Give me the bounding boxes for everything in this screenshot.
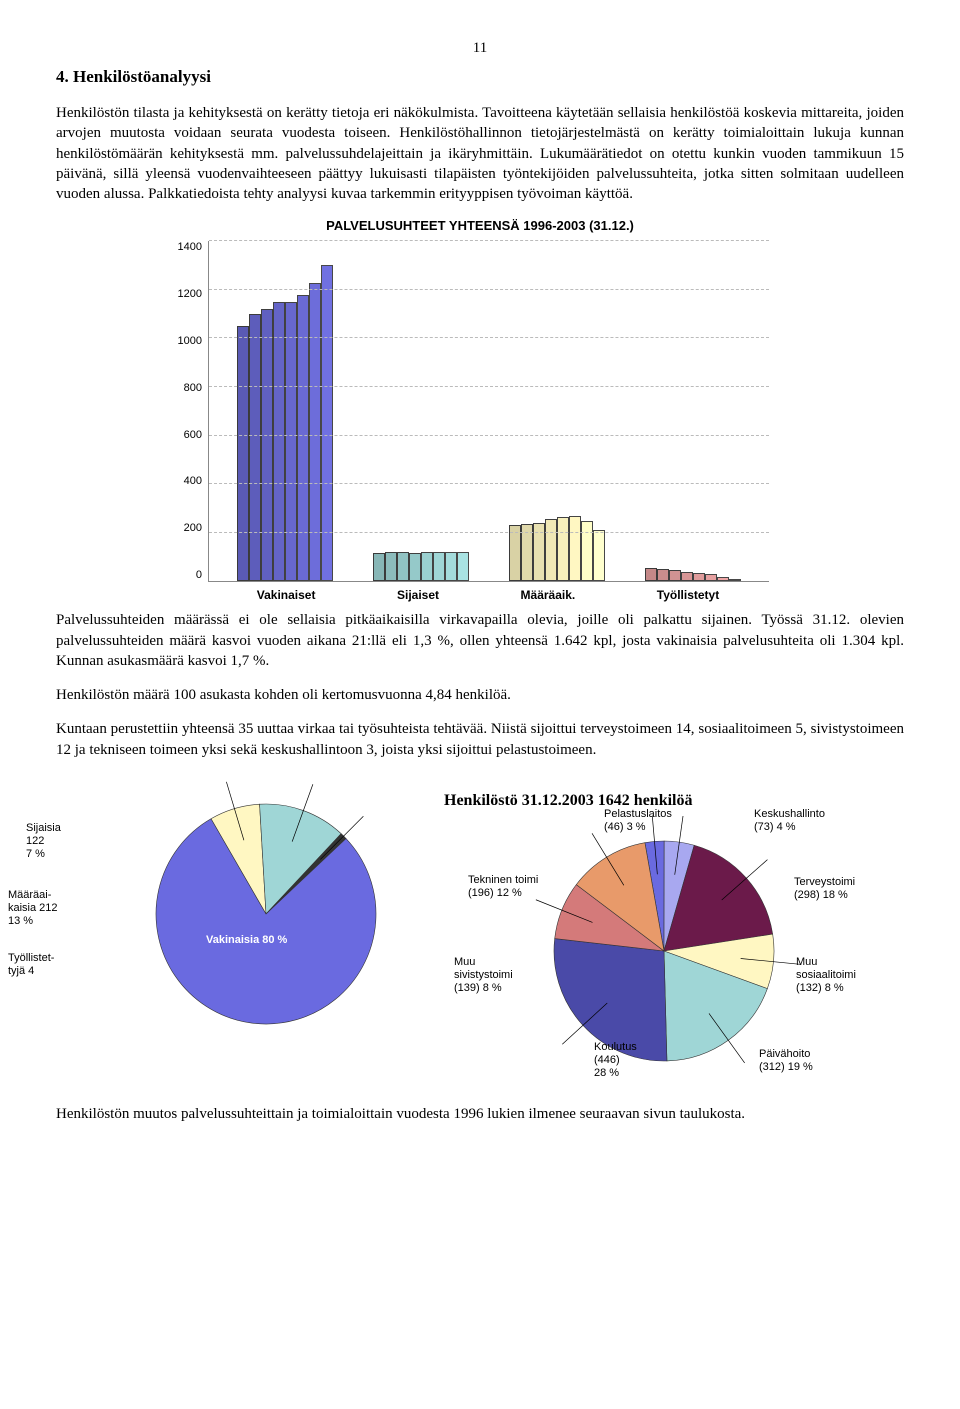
grid-line [209, 435, 769, 436]
bar-group [645, 568, 741, 581]
y-tick-label: 800 [166, 382, 202, 394]
paragraph-2: Palvelussuhteiden määrässä ei ole sellai… [56, 610, 904, 671]
pie-slice-label: Koulutus (446) 28 % [594, 1041, 637, 1081]
grid-line [209, 240, 769, 241]
bar [457, 552, 469, 582]
paragraph-1: Henkilöstön tilasta ja kehityksestä on k… [56, 103, 904, 204]
bar [273, 302, 285, 581]
pie-slice-label: Työllistet- tyjä 4 [8, 952, 54, 978]
bar [693, 573, 705, 582]
bar [237, 326, 249, 581]
plot-area [208, 241, 769, 582]
paragraph-4: Kuntaan perustettiin yhteensä 35 uuttaa … [56, 719, 904, 760]
section-heading: 4. Henkilöstöanalyysi [56, 67, 904, 87]
pie-slice-label: Muu sivistystoimi (139) 8 % [454, 956, 513, 996]
bar [569, 516, 581, 582]
pie-slice-label: Sijaisia 122 7 % [26, 822, 61, 862]
x-axis-label: Vakinaiset [257, 588, 316, 602]
bar [385, 552, 397, 581]
y-tick-label: 1400 [166, 241, 202, 253]
pie-slice-label: Päivähoito (312) 19 % [759, 1048, 813, 1074]
bar-group [237, 265, 333, 582]
bar [717, 577, 729, 581]
bar-groups [209, 241, 769, 581]
bar-chart: 0 200 400 600 800 1000 1200 1400 Vakinaiset Sija… [166, 241, 806, 602]
pie-svg [444, 816, 904, 1086]
x-axis-label: Työllistetyt [657, 588, 719, 602]
bar [705, 574, 717, 581]
y-tick-label: 1000 [166, 335, 202, 347]
bar [249, 314, 261, 581]
bar [409, 553, 421, 582]
pie-slice-label: Terveystoimi (298) 18 % [794, 876, 855, 902]
bar [557, 517, 569, 581]
bar [645, 568, 657, 581]
bar [373, 553, 385, 581]
pie-charts-row: Sijaisia 122 7 %Määräai- kaisia 212 13 %… [56, 774, 904, 1086]
grid-line [209, 483, 769, 484]
grid-line [209, 532, 769, 533]
bar [421, 552, 433, 581]
pie-slice-label: Vakinaisia 80 % [206, 934, 287, 947]
pie-slice-label: Määräai- kaisia 212 13 % [8, 889, 58, 929]
pie2-title: Henkilöstö 31.12.2003 1642 henkilöä [444, 792, 904, 810]
bar [521, 524, 533, 581]
y-axis: 0 200 400 600 800 1000 1200 1400 [166, 241, 208, 581]
bar [397, 552, 409, 582]
grid-line [209, 337, 769, 338]
pie-slice-label: Keskushallinto (73) 4 % [754, 808, 825, 834]
bar [657, 569, 669, 581]
bar [261, 309, 273, 581]
pie-svg [56, 774, 434, 1044]
bar [433, 552, 445, 582]
bar [285, 302, 297, 581]
x-axis-label: Sijaiset [397, 588, 439, 602]
pie-chart-right-container: Henkilöstö 31.12.2003 1642 henkilöä Pela… [444, 774, 904, 1086]
y-tick-label: 400 [166, 475, 202, 487]
y-tick-label: 600 [166, 429, 202, 441]
paragraph-5: Henkilöstön muutos palvelussuhteittain j… [56, 1104, 904, 1124]
bar [729, 579, 741, 581]
bar [681, 572, 693, 582]
bar [669, 570, 681, 581]
y-tick-label: 0 [166, 569, 202, 581]
bar-group [509, 516, 605, 582]
grid-line [209, 386, 769, 387]
grid-line [209, 289, 769, 290]
bar [309, 283, 321, 582]
y-tick-label: 1200 [166, 288, 202, 300]
bar-chart-title: PALVELUSUHTEET YHTEENSÄ 1996-2003 (31.12… [56, 218, 904, 233]
x-axis-label: Määräaik. [521, 588, 576, 602]
x-axis-labels: Vakinaiset Sijaiset Määräaik. Työllistetyt [208, 582, 768, 602]
bar [545, 519, 557, 581]
page-number: 11 [56, 40, 904, 57]
pie-slice-label: Pelastuslaitos (46) 3 % [604, 808, 672, 834]
bar [593, 530, 605, 581]
pie-slice-label: Muu sosiaalitoimi (132) 8 % [796, 956, 856, 996]
bar-group [373, 552, 469, 582]
bar [509, 525, 521, 581]
bar [321, 265, 333, 582]
pie-slice-label: Tekninen toimi (196) 12 % [468, 874, 538, 900]
y-tick-label: 200 [166, 522, 202, 534]
bar [445, 552, 457, 581]
bar [581, 521, 593, 582]
pie-chart-left: Sijaisia 122 7 %Määräai- kaisia 212 13 %… [56, 774, 434, 1044]
paragraph-3: Henkilöstön määrä 100 asukasta kohden ol… [56, 685, 904, 705]
pie-chart-right: Pelastuslaitos (46) 3 %Keskushallinto (7… [444, 816, 904, 1086]
